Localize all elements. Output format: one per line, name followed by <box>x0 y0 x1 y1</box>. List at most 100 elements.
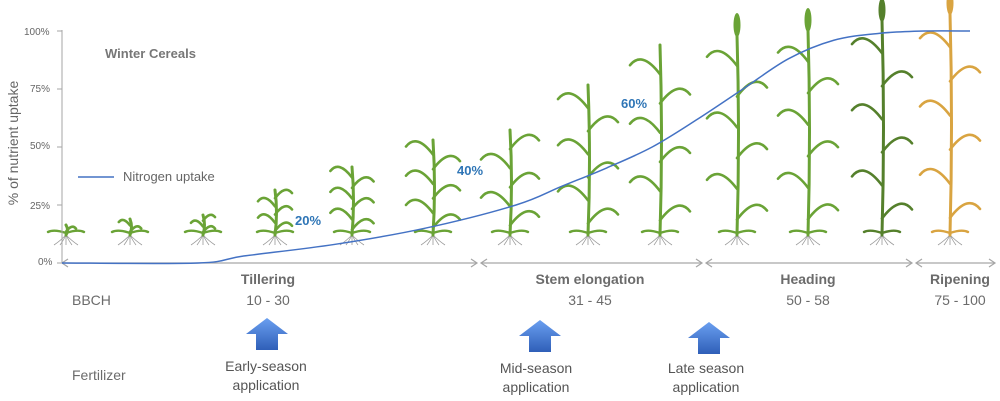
plant-root <box>497 234 511 246</box>
series-line-nitrogen-uptake <box>61 30 971 265</box>
plant-root <box>53 234 67 246</box>
application-label-line: Early-season <box>225 358 307 374</box>
application-label-line: application <box>232 377 300 393</box>
stage-segment-arrowhead <box>988 258 997 268</box>
wheat-plant-icon <box>183 213 223 246</box>
plant-leaf <box>431 154 462 171</box>
plant-stem <box>806 28 811 237</box>
wheat-plant-icon <box>479 128 541 246</box>
plant-leaf <box>273 188 294 200</box>
plant-leaf <box>628 116 662 134</box>
plant-leaf <box>46 229 68 235</box>
plant-leaf <box>273 221 294 233</box>
plant-leaf <box>717 229 739 235</box>
stage-label-tillering: Tillering <box>240 271 296 287</box>
plant-root <box>869 234 883 246</box>
plant-leaf <box>586 207 620 225</box>
up-arrow-icon <box>519 320 561 352</box>
application-arrows <box>246 318 730 354</box>
plant-leaf <box>948 133 982 151</box>
plant-leaf <box>332 229 354 235</box>
plant-leaf <box>628 58 662 76</box>
wheat-plant-icon <box>556 83 620 246</box>
plant-leaf <box>329 186 354 200</box>
plant-stem <box>948 11 953 237</box>
plant-leaf <box>490 229 512 235</box>
plant-stem <box>586 83 591 237</box>
plant-head <box>878 0 886 22</box>
bbch-range-ripening: 75 - 100 <box>934 292 986 308</box>
plant-leaf <box>404 140 435 156</box>
wheat-plant-icon <box>850 0 914 246</box>
stage-segment-arrowhead <box>470 258 479 268</box>
plant-leaf <box>806 77 840 95</box>
plant-leaf <box>628 175 662 193</box>
wheat-plant-icon <box>776 8 840 246</box>
plant-leaf <box>201 229 223 235</box>
plant-leaf <box>64 225 78 233</box>
y-tick-label: 25% <box>30 201 51 212</box>
plant-leaf <box>850 169 884 187</box>
plant-leaf <box>850 103 884 121</box>
plant-leaf <box>586 115 620 133</box>
plant-leaf <box>508 229 530 235</box>
plant-leaf <box>431 229 453 235</box>
plant-leaf <box>948 65 982 83</box>
plant-root <box>949 234 963 246</box>
plant-root <box>117 234 131 246</box>
bbch-row-label: BBCH <box>72 292 111 308</box>
plant-leaf <box>201 213 217 223</box>
plant-root <box>65 234 79 246</box>
plant-leaf <box>735 229 757 235</box>
stage-label-ripening: Ripening <box>930 271 990 287</box>
application-label-line: Mid-season <box>499 360 573 376</box>
plant-root <box>659 234 673 246</box>
plant-leaf <box>658 204 692 222</box>
plant-leaf <box>862 229 884 235</box>
plant-stem <box>735 33 740 237</box>
plant-head <box>946 0 954 15</box>
plant-leaf <box>930 229 952 235</box>
plant-leaf <box>256 196 277 208</box>
plant-root <box>881 234 895 246</box>
plant-leaf <box>776 108 810 126</box>
y-tick-label: 50% <box>30 141 51 152</box>
plant-leaf <box>918 31 952 49</box>
plant-leaf <box>658 229 680 235</box>
plant-leaf <box>479 152 512 170</box>
y-tick-label: 0% <box>38 257 53 268</box>
plant-leaf <box>350 196 375 211</box>
plant-leaf <box>508 133 541 151</box>
wheat-plant-icon <box>46 223 86 246</box>
plant-leaf <box>431 183 462 200</box>
application-label-early-season: Early-season application <box>196 357 336 395</box>
plant-leaf <box>788 229 810 235</box>
plant-stem <box>658 43 663 237</box>
plant-leaf <box>806 140 840 158</box>
application-label-line: application <box>502 379 570 395</box>
stage-segment-arrowhead <box>905 258 914 268</box>
plant-root <box>274 234 288 246</box>
annotation-40-percent: 40% <box>457 163 484 178</box>
plant-root <box>736 234 750 246</box>
plant-leaf <box>880 136 914 154</box>
bbch-range-heading: 50 - 58 <box>786 292 830 308</box>
plant-leaf <box>880 202 914 220</box>
plant-leaf <box>735 142 769 160</box>
plant-root <box>420 234 434 246</box>
plant-leaf <box>110 229 132 235</box>
plant-root <box>795 234 809 246</box>
plant-leaf <box>705 111 739 129</box>
plant-head <box>733 13 741 37</box>
plant-leaf <box>735 203 769 221</box>
application-label-line: Late season <box>667 360 745 376</box>
plant-illustrations <box>46 0 982 246</box>
plant-root <box>262 234 276 246</box>
stage-label-stem-elongation: Stem elongation <box>535 271 645 287</box>
plant-leaf <box>201 224 217 234</box>
wheat-plant-icon <box>329 165 375 246</box>
bbch-range-tillering: 10 - 30 <box>246 292 290 308</box>
plant-leaf <box>880 70 914 88</box>
plant-root <box>647 234 661 246</box>
plant-root <box>509 234 523 246</box>
